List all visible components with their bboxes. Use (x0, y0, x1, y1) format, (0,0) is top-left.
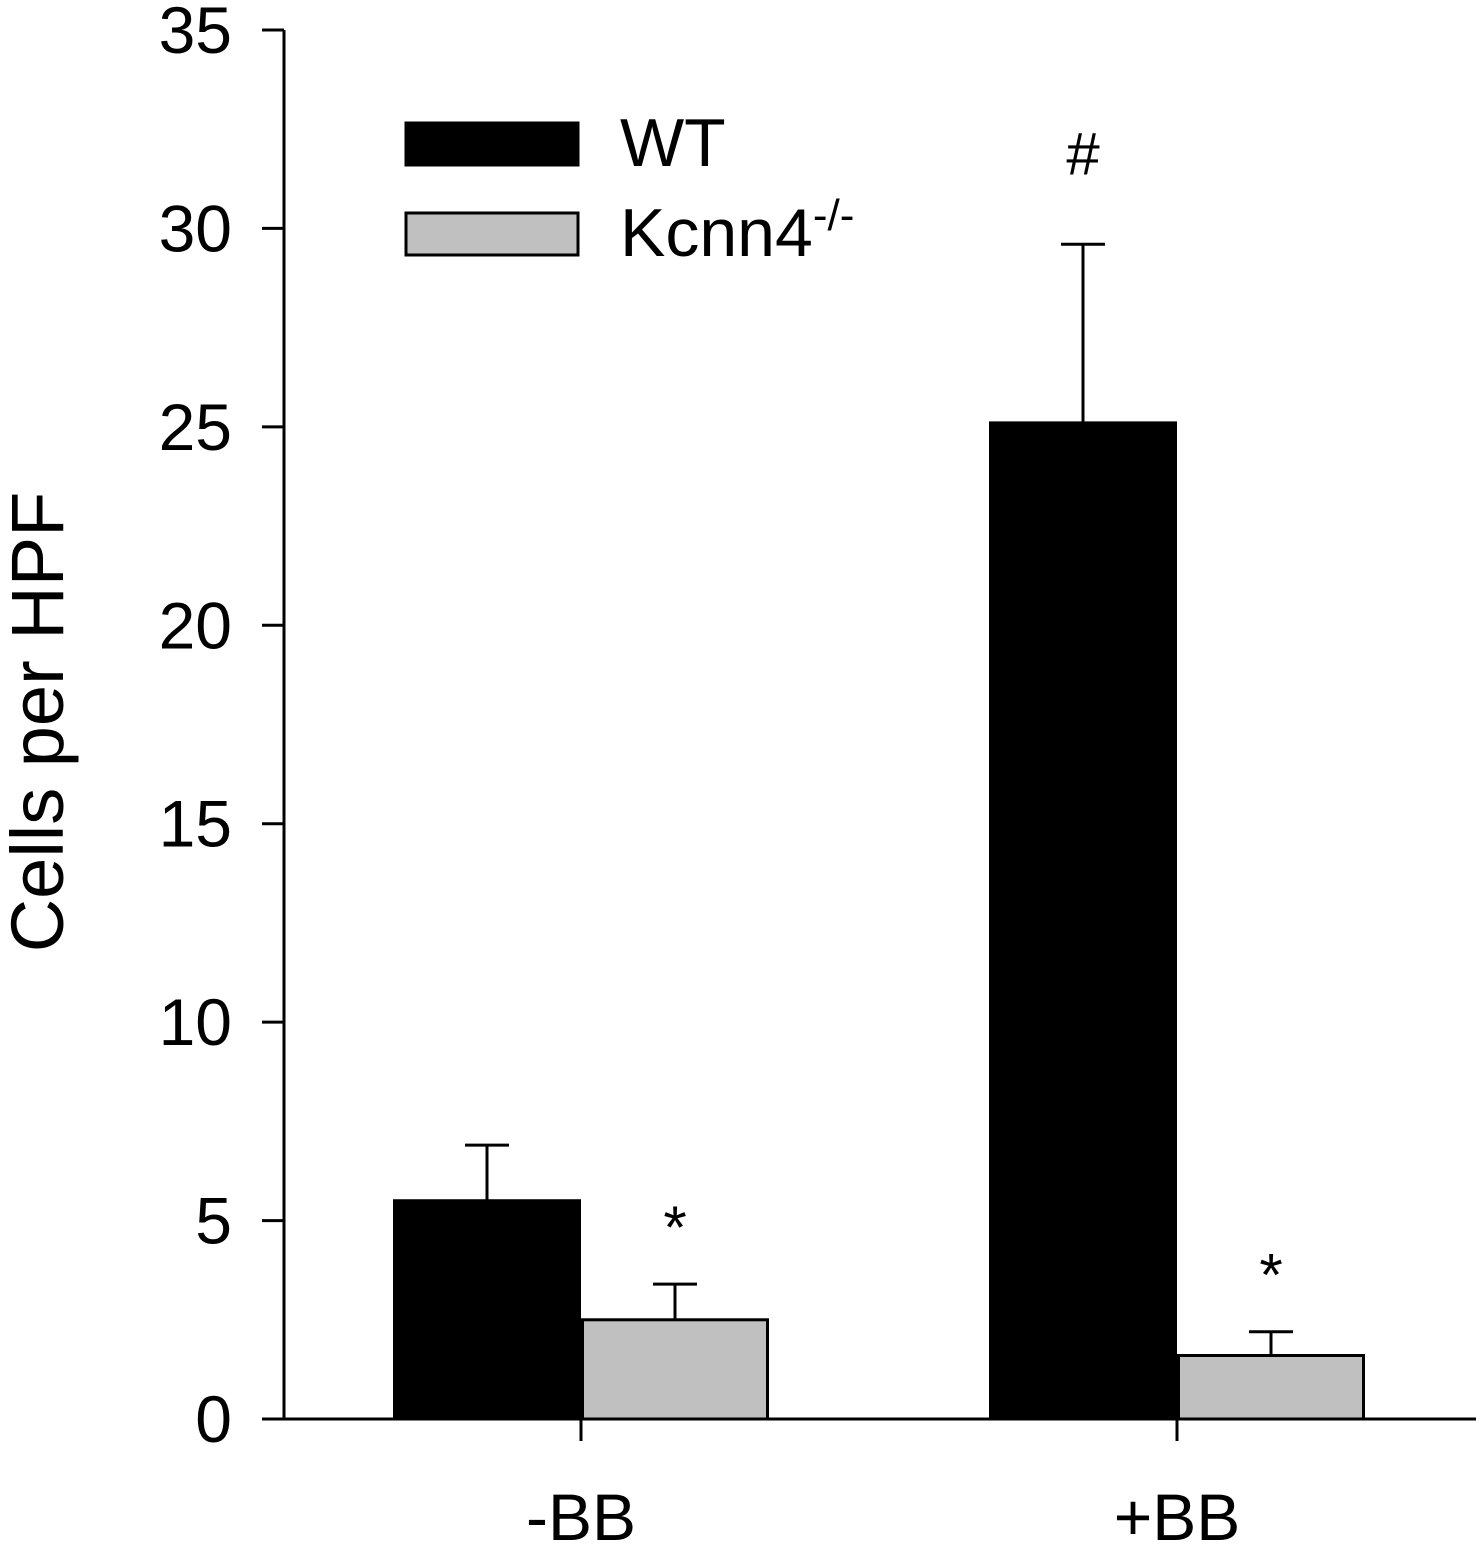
x-tick-label: -BB (526, 1480, 636, 1549)
bar-wt-plus-bb (989, 421, 1177, 1421)
bars (393, 421, 1365, 1421)
y-tick-label: 10 (159, 985, 232, 1059)
legend-swatch-kcnn4 (404, 211, 580, 257)
y-tick-label: 30 (159, 191, 232, 265)
legend-label-kcnn4: Kcnn4-/- (620, 191, 854, 271)
y-tick-label: 15 (159, 787, 232, 861)
y-axis-title: Cells per HPF (0, 492, 79, 953)
legend-swatch-wt (404, 121, 580, 167)
y-tick-label: 0 (195, 1382, 232, 1456)
significance-asterisk: * (663, 1194, 686, 1261)
axes: 0 5 10 15 20 25 30 35 -BB +BB (159, 0, 1476, 1549)
bar-wt-minus-bb (393, 1199, 581, 1421)
significance-marks: # * * (663, 120, 1282, 1308)
bar-kcnn4-minus-bb (581, 1318, 769, 1421)
y-tick-label: 5 (195, 1184, 232, 1258)
significance-asterisk: * (1259, 1242, 1282, 1309)
y-tick-label: 20 (159, 588, 232, 662)
legend-label-wt: WT (620, 105, 726, 181)
y-tick-label: 35 (159, 0, 232, 67)
bar-kcnn4-plus-bb (1177, 1354, 1365, 1421)
error-bars (465, 242, 1293, 1356)
significance-hash: # (1066, 120, 1100, 187)
x-tick-label: +BB (1114, 1480, 1241, 1549)
legend: WT Kcnn4-/- (404, 105, 854, 271)
y-tick-label: 25 (159, 390, 232, 464)
